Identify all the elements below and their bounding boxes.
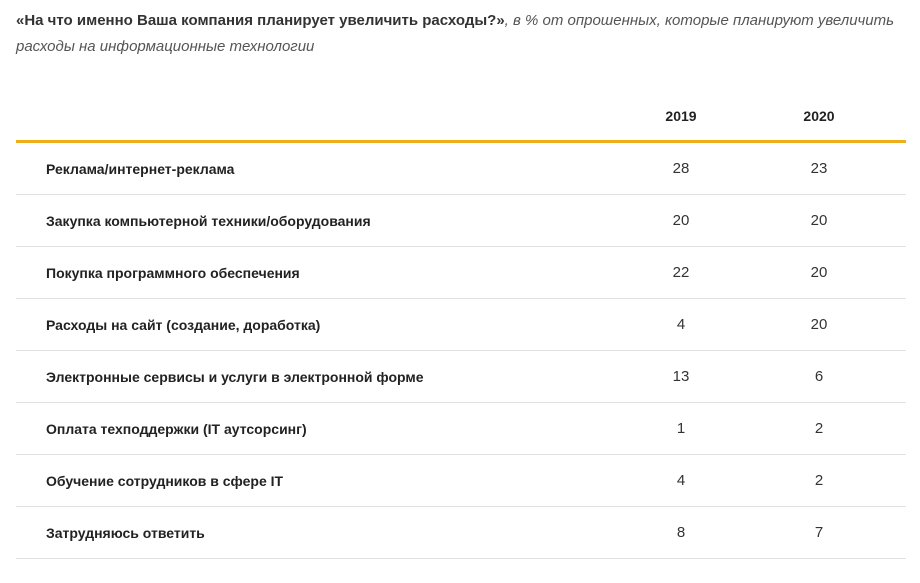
chart-caption: «На что именно Ваша компания планирует у… <box>16 8 906 60</box>
row-label: Затрудняюсь ответить <box>16 506 620 559</box>
value-2020: 6 <box>752 350 906 403</box>
value-2020: 2 <box>752 402 906 455</box>
header-year-2020: 2020 <box>752 92 906 143</box>
table-row: Расходы на сайт (создание, доработка) 4 20 <box>16 298 906 351</box>
row-label: Электронные сервисы и услуги в электронн… <box>16 350 620 403</box>
table-row: Реклама/интернет-реклама 28 23 <box>16 141 906 195</box>
value-2019: 8 <box>620 506 752 559</box>
table-header: 2019 2020 <box>16 92 906 143</box>
table-row: Оплата техподдержки (IT аутсорсинг) 1 2 <box>16 402 906 455</box>
row-label: Покупка программного обеспечения <box>16 246 620 299</box>
table-row: Электронные сервисы и услуги в электронн… <box>16 350 906 403</box>
value-2020: 20 <box>752 246 906 299</box>
value-2019: 1 <box>620 402 752 455</box>
value-2020: 7 <box>752 506 906 559</box>
table-row: Обучение сотрудников в сфере IT 4 2 <box>16 454 906 507</box>
data-table: 2019 2020 Реклама/интернет-реклама 28 23 За… <box>16 92 906 559</box>
table-row: Затрудняюсь ответить 8 7 <box>16 506 906 559</box>
row-label: Закупка компьютерной техники/оборудовани… <box>16 194 620 247</box>
value-2020: 23 <box>752 141 906 195</box>
table-body: Реклама/интернет-реклама 28 23 Закупка комп… <box>16 141 906 559</box>
header-row: 2019 2020 <box>16 92 906 143</box>
header-label-column <box>16 92 620 143</box>
value-2019: 20 <box>620 194 752 247</box>
table-row: Покупка программного обеспечения 22 20 <box>16 246 906 299</box>
value-2019: 22 <box>620 246 752 299</box>
value-2020: 20 <box>752 298 906 351</box>
value-2019: 4 <box>620 454 752 507</box>
caption-subtitle: , в % от опрошенных, которые планируют у… <box>16 12 895 55</box>
row-label: Оплата техподдержки (IT аутсорсинг) <box>16 402 620 455</box>
row-label: Реклама/интернет-реклама <box>16 141 620 195</box>
header-year-2019: 2019 <box>620 92 752 143</box>
value-2020: 20 <box>752 194 906 247</box>
value-2019: 13 <box>620 350 752 403</box>
value-2020: 2 <box>752 454 906 507</box>
value-2019: 28 <box>620 141 752 195</box>
value-2019: 4 <box>620 298 752 351</box>
survey-question: «На что именно Ваша компания планирует у… <box>16 12 505 29</box>
row-label: Расходы на сайт (создание, доработка) <box>16 298 620 351</box>
table-row: Закупка компьютерной техники/оборудовани… <box>16 194 906 247</box>
row-label: Обучение сотрудников в сфере IT <box>16 454 620 507</box>
